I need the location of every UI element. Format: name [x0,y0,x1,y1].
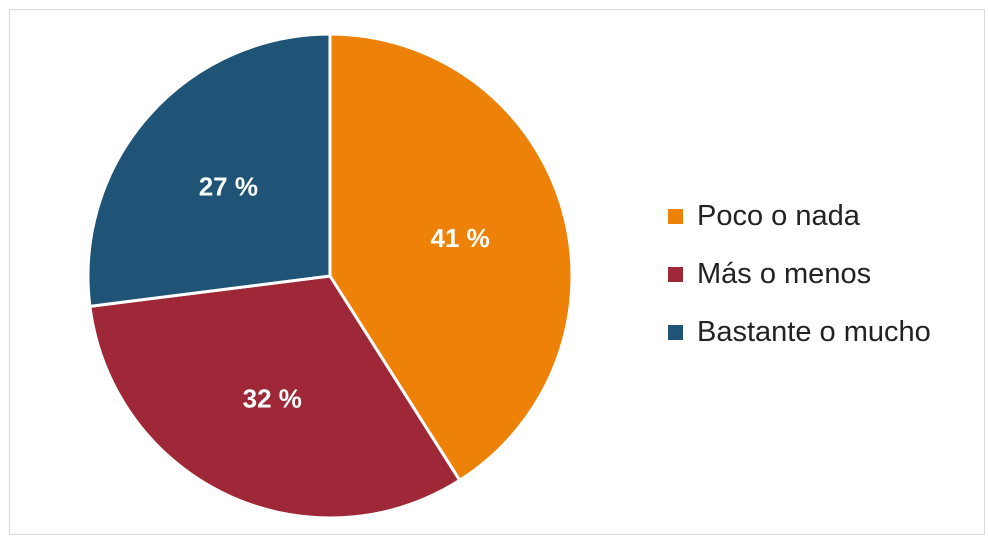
legend-item-bastante-o-mucho: Bastante o mucho [668,312,931,352]
legend-swatch [668,324,683,340]
legend-item-poco-o-nada: Poco o nada [668,196,931,236]
legend-item-mas-o-menos: Más o menos [668,254,931,294]
legend-swatch [668,208,683,224]
legend-swatch [668,266,683,282]
data-label-bastante-o-mucho: 27 % [199,171,258,201]
legend: Poco o nada Más o menos Bastante o mucho [668,196,931,370]
pie-slice-mas-o-menos [88,274,462,520]
data-label-mas-o-menos: 32 % [243,384,302,414]
legend-label: Más o menos [697,257,872,290]
legend-label: Poco o nada [697,199,860,232]
legend-label: Bastante o mucho [697,315,931,348]
data-label-poco-o-nada: 41 % [431,223,490,253]
pie-slice-bastante-o-mucho [86,32,332,308]
